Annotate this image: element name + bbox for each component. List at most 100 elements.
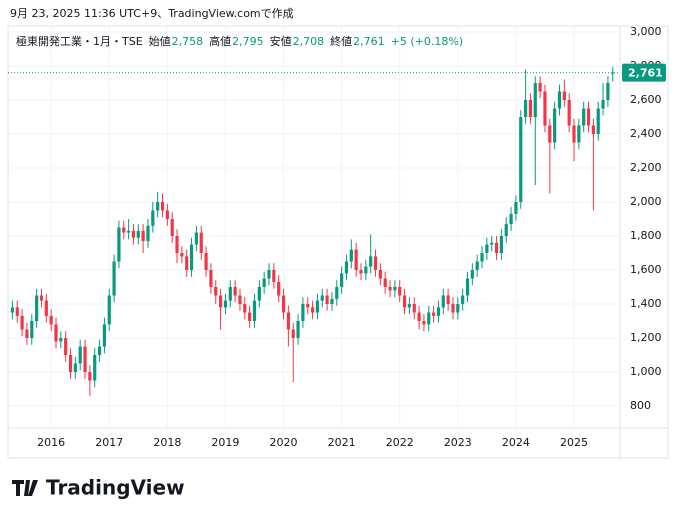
candle-body	[325, 295, 329, 304]
candle-body	[596, 108, 600, 134]
candle-body	[388, 287, 392, 291]
legend-value: 2,708	[293, 35, 325, 48]
candle-body	[335, 287, 339, 299]
candle-body	[562, 91, 566, 100]
candle-body	[533, 83, 537, 117]
candle-body	[88, 372, 92, 381]
candle-body	[204, 253, 208, 270]
candle-body	[567, 100, 571, 126]
y-tick-label: 2,000	[630, 195, 662, 208]
candle-body	[223, 300, 228, 308]
x-tick-label: 2025	[560, 436, 588, 449]
candle-body	[49, 315, 53, 325]
y-tick-label: 2,400	[630, 127, 662, 140]
legend-label: 終値	[330, 34, 352, 48]
candle-body	[330, 298, 334, 304]
candle-body	[83, 346, 87, 372]
candle-body	[582, 108, 586, 126]
candle-body	[601, 100, 605, 109]
candle-body	[475, 261, 479, 270]
grid	[8, 26, 620, 428]
candle-body	[73, 363, 77, 372]
y-tick-label: 3,000	[630, 25, 662, 38]
candle-body	[175, 236, 179, 253]
candle-body	[170, 219, 174, 236]
candle-body	[422, 321, 426, 325]
x-tick-label: 2019	[211, 436, 239, 449]
last-price-label: 2,761	[628, 67, 663, 80]
candle-body	[30, 321, 34, 338]
candle-body	[267, 270, 271, 279]
candle-body	[412, 304, 416, 313]
candles	[10, 66, 615, 396]
x-tick-label: 2017	[95, 436, 123, 449]
candle-body	[320, 295, 324, 301]
x-tick-label: 2024	[502, 436, 530, 449]
candle-body	[543, 91, 547, 126]
candle-body	[272, 270, 276, 282]
candle-body	[340, 273, 344, 287]
candle-body	[572, 125, 576, 143]
candle-body	[456, 304, 460, 313]
candle-body	[427, 312, 431, 325]
x-tick-label: 2021	[328, 436, 356, 449]
candle-body	[586, 108, 591, 126]
candle-body	[136, 230, 140, 238]
candle-body	[97, 346, 102, 355]
candle-body	[490, 242, 494, 245]
candle-body	[417, 312, 421, 321]
y-tick-label: 1,800	[630, 229, 662, 242]
candle-body	[553, 108, 557, 143]
candle-body	[499, 236, 503, 253]
candle-body	[20, 315, 24, 330]
candle-body	[238, 295, 242, 304]
candle-body	[398, 287, 402, 296]
candle-body	[160, 202, 165, 211]
legend-value: 2,758	[172, 35, 204, 48]
candle-body	[131, 230, 136, 238]
candle-body	[369, 256, 373, 267]
legend-label: 高値	[209, 34, 231, 48]
candle-body	[102, 324, 107, 347]
candle-body	[262, 278, 266, 287]
candle-body	[296, 321, 300, 338]
candle-body	[538, 83, 542, 92]
candle-body	[64, 338, 68, 355]
candle-body	[44, 300, 48, 316]
candle-body	[59, 338, 63, 342]
candle-body	[277, 281, 281, 296]
candle-body	[15, 307, 19, 316]
x-tick-label: 2016	[37, 436, 65, 449]
candle-body	[557, 91, 562, 109]
legend-value: 2,795	[232, 35, 264, 48]
candle-body	[25, 329, 29, 338]
candle-body	[127, 230, 131, 233]
logo: TradingView	[12, 476, 185, 500]
y-tick-label: 1,200	[630, 331, 662, 344]
candle-body	[577, 125, 581, 143]
candle-body	[606, 83, 610, 100]
candle-body	[189, 244, 194, 270]
candle-body	[252, 300, 257, 321]
candle-body	[214, 287, 218, 296]
candle-body	[514, 202, 518, 214]
candle-body	[243, 304, 247, 313]
candle-body	[180, 253, 184, 257]
candle-body	[112, 261, 116, 296]
candle-body	[393, 287, 397, 291]
logo-icon	[12, 480, 38, 496]
candle-body	[436, 307, 441, 316]
candle-body	[461, 295, 465, 304]
candle-body	[378, 270, 382, 279]
candle-body	[93, 355, 97, 381]
x-tick-label: 2018	[153, 436, 181, 449]
candle-body	[310, 307, 315, 313]
candle-body	[68, 355, 73, 372]
candle-body	[451, 304, 455, 313]
frame	[7, 25, 669, 459]
candle-body	[54, 324, 58, 342]
candle-body	[504, 224, 508, 236]
candle-body	[185, 256, 189, 270]
candle-body	[78, 346, 82, 364]
candle-body	[10, 307, 15, 313]
